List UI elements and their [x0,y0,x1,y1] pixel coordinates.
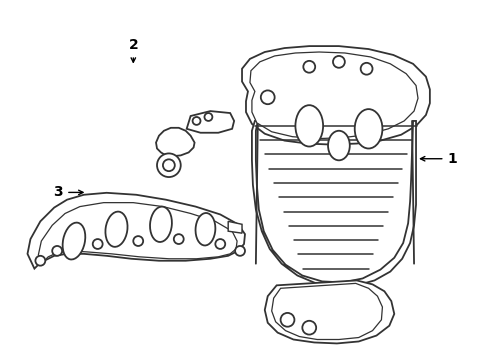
Circle shape [163,159,174,171]
Circle shape [157,153,181,177]
Polygon shape [156,128,194,156]
Ellipse shape [195,213,215,246]
Ellipse shape [354,109,382,148]
Circle shape [260,90,274,104]
Circle shape [332,56,344,68]
Ellipse shape [150,207,172,242]
Circle shape [52,246,62,256]
Circle shape [302,321,316,334]
Circle shape [173,234,183,244]
Circle shape [215,239,225,249]
Ellipse shape [62,222,85,260]
Polygon shape [242,46,429,145]
Polygon shape [186,111,234,133]
Text: 1: 1 [420,152,456,166]
Circle shape [192,117,200,125]
Polygon shape [38,203,237,266]
Circle shape [303,61,315,73]
Polygon shape [271,283,382,339]
Polygon shape [228,221,242,233]
Circle shape [204,113,212,121]
Circle shape [280,313,294,327]
Circle shape [360,63,372,75]
Circle shape [133,236,143,246]
Ellipse shape [105,212,127,247]
Polygon shape [249,52,417,139]
Polygon shape [264,280,393,343]
Circle shape [93,239,102,249]
Polygon shape [251,121,415,286]
Circle shape [35,256,45,266]
Circle shape [235,246,244,256]
Ellipse shape [327,131,349,160]
Polygon shape [27,193,244,269]
Ellipse shape [295,105,323,147]
Text: 3: 3 [54,185,83,199]
Text: 2: 2 [128,38,138,62]
